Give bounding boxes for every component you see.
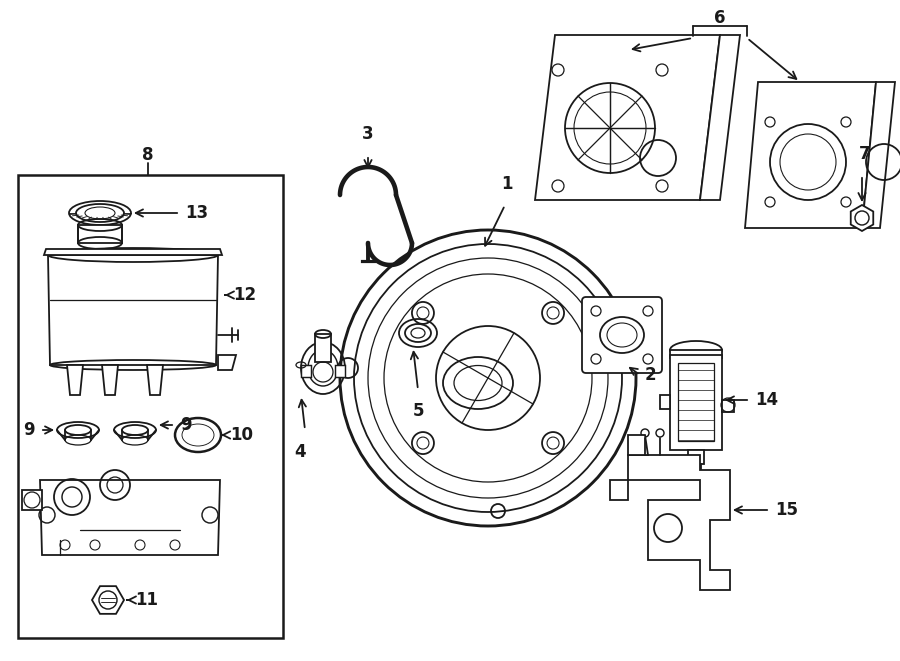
Text: 10: 10 — [230, 426, 253, 444]
Polygon shape — [862, 82, 895, 228]
Text: 15: 15 — [775, 501, 798, 519]
Text: 1: 1 — [501, 175, 513, 193]
Bar — [660, 395, 670, 409]
Polygon shape — [147, 365, 163, 395]
Polygon shape — [628, 455, 730, 590]
Text: 5: 5 — [412, 402, 424, 420]
Polygon shape — [535, 35, 720, 200]
Bar — [335, 365, 345, 377]
Polygon shape — [48, 255, 218, 365]
Text: 11: 11 — [135, 591, 158, 609]
Text: 4: 4 — [294, 443, 306, 461]
Polygon shape — [628, 435, 648, 455]
Polygon shape — [700, 35, 740, 200]
Bar — [678, 363, 714, 441]
Bar — [78, 225, 122, 243]
Polygon shape — [218, 355, 236, 370]
Text: 3: 3 — [362, 125, 374, 143]
Text: 8: 8 — [142, 146, 154, 164]
Bar — [688, 450, 704, 464]
Text: 9: 9 — [180, 416, 192, 434]
Polygon shape — [610, 480, 628, 500]
Polygon shape — [102, 365, 118, 395]
Text: 7: 7 — [860, 145, 871, 163]
Bar — [18, 175, 283, 638]
Text: 14: 14 — [755, 391, 778, 409]
Text: 9: 9 — [23, 421, 35, 439]
Polygon shape — [745, 82, 876, 228]
FancyBboxPatch shape — [582, 297, 662, 373]
Bar — [22, 490, 42, 510]
Text: 6: 6 — [715, 9, 725, 27]
Text: 13: 13 — [185, 204, 208, 222]
Polygon shape — [67, 365, 83, 395]
Bar — [691, 464, 701, 474]
Text: 12: 12 — [233, 286, 256, 304]
Bar — [670, 355, 722, 450]
Text: 2: 2 — [645, 366, 657, 384]
Polygon shape — [40, 480, 220, 555]
Bar — [722, 400, 734, 412]
Bar — [301, 365, 311, 377]
Bar — [670, 350, 722, 358]
Polygon shape — [44, 249, 222, 255]
Bar — [315, 334, 331, 362]
